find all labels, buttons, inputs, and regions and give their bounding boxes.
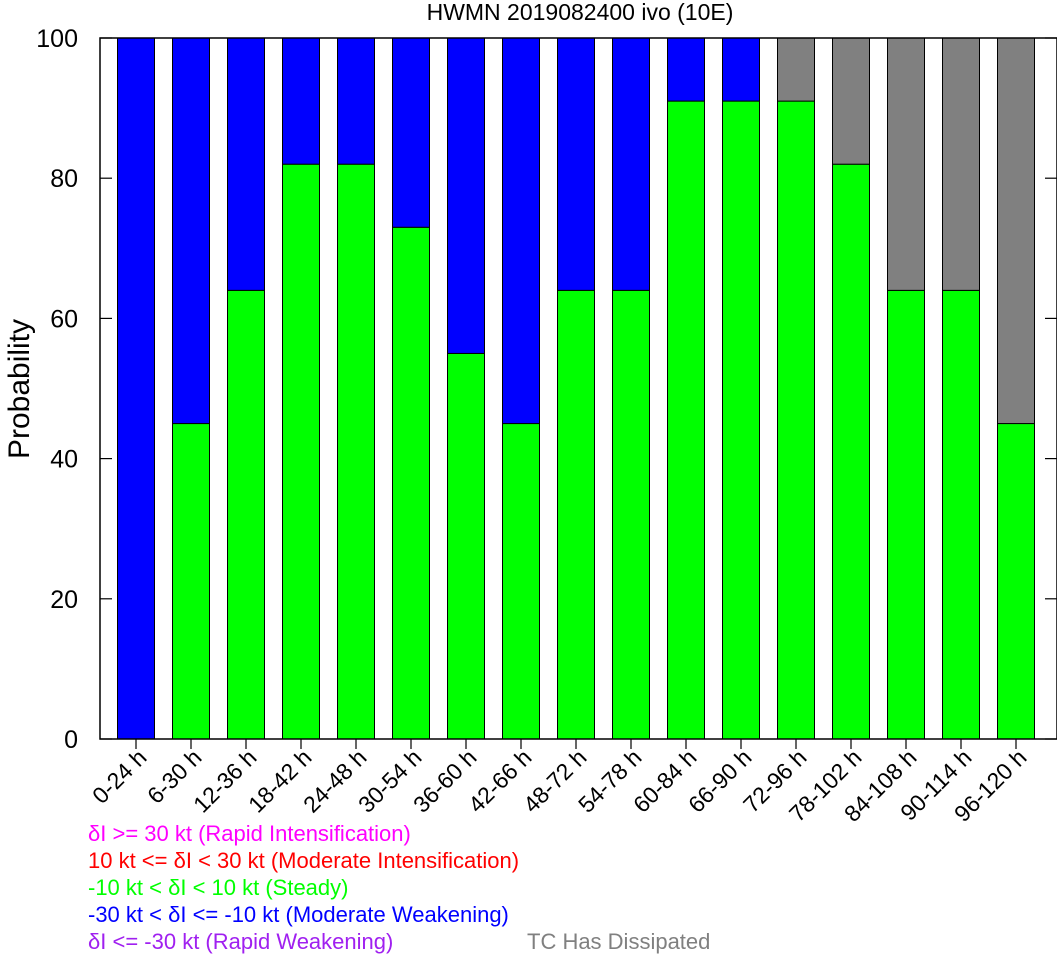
bar-segment [502,37,540,425]
y-tick-label: 40 [50,446,78,474]
bar-segment [227,37,265,291]
bar-segment [612,289,650,740]
legend-moderate-intensification: 10 kt <= δI < 30 kt (Moderate Intensific… [88,848,520,873]
chart-title: HWMN 2019082400 ivo (10E) [427,0,734,25]
bar-segment [502,423,540,740]
bar-segment [722,100,760,740]
bar-segment [832,163,870,740]
bar-segment [392,226,430,740]
y-tick-label: 100 [36,25,78,53]
x-tick-label: 0-24 h [87,744,152,809]
bar-segment [117,37,155,740]
bar-segment [722,37,760,102]
plot-frame [99,37,1057,740]
x-axis-ticks: 0-24 h6-30 h12-36 h18-42 h24-48 h30-54 h… [87,739,1032,827]
y-tick-label: 20 [50,586,78,614]
bar-segment [777,100,815,740]
bar-segment [997,423,1035,740]
bar-segment [447,352,485,740]
y-axis-label: Probability [3,319,36,459]
bar-segment [447,37,485,354]
bar-segment [942,289,980,740]
bar-segment [557,289,595,740]
bar-segment [832,37,870,165]
bar-segment [667,37,705,102]
bar-segment [557,37,595,291]
bar-segment [887,289,925,740]
bar-segment [887,37,925,291]
bar-segment [337,37,375,165]
y-tick-label: 80 [50,165,78,193]
bar-segment [667,100,705,740]
y-tick-label: 60 [50,305,78,333]
bar-segment [337,163,375,740]
bar-segment [392,37,430,228]
legend-steady: -10 kt < δI < 10 kt (Steady) [88,875,349,900]
bar-segment [612,37,650,291]
y-tick-label: 0 [64,726,78,754]
legend-rapid-weakening: δI <= -30 kt (Rapid Weakening) [88,929,394,954]
bar-segment [227,289,265,740]
bars-group [117,37,1035,740]
legend-moderate-weakening: -30 kt < δI <= -10 kt (Moderate Weakenin… [88,902,509,927]
bar-segment [777,37,815,102]
bar-segment [172,423,210,740]
bar-segment [942,37,980,291]
legend-dissipated: TC Has Dissipated [527,929,711,954]
bar-segment [282,37,320,165]
legend-rapid-intensification: δI >= 30 kt (Rapid Intensification) [88,821,411,846]
bar-segment [282,163,320,740]
bar-segment [997,37,1035,425]
bar-segment [172,37,210,425]
y-axis-ticks: 0 20 40 60 80 100 [36,25,1057,754]
